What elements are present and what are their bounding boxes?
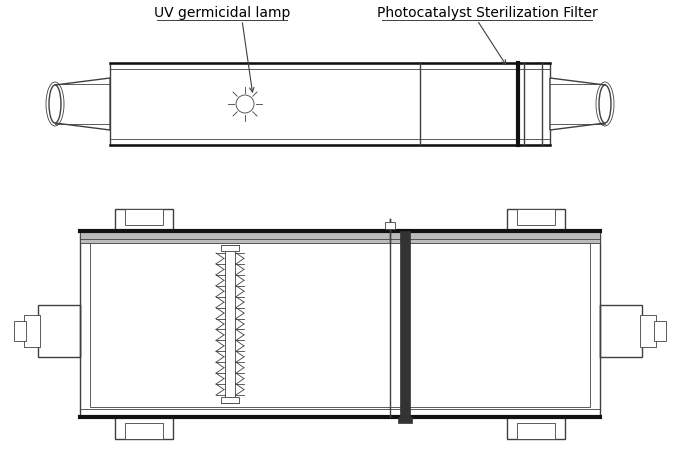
Ellipse shape: [49, 85, 61, 123]
Bar: [24, 315, 40, 347]
Bar: [115, 417, 173, 439]
Bar: [221, 245, 239, 251]
Circle shape: [236, 95, 254, 113]
Bar: [517, 209, 555, 225]
Bar: [385, 222, 395, 229]
Bar: [14, 321, 26, 341]
Bar: [80, 231, 600, 243]
Bar: [507, 417, 565, 439]
Polygon shape: [550, 78, 605, 130]
Bar: [38, 305, 80, 357]
Bar: [398, 417, 412, 423]
Bar: [80, 231, 600, 417]
Text: UV germicidal lamp: UV germicidal lamp: [154, 6, 290, 20]
Bar: [90, 241, 590, 407]
Bar: [507, 209, 565, 231]
Bar: [125, 209, 163, 225]
Bar: [654, 321, 666, 341]
Bar: [517, 423, 555, 439]
Text: Photocatalyst Sterilization Filter: Photocatalyst Sterilization Filter: [377, 6, 597, 20]
Bar: [221, 397, 239, 403]
Ellipse shape: [599, 85, 611, 123]
Polygon shape: [55, 78, 110, 130]
Bar: [110, 63, 550, 145]
Bar: [600, 305, 642, 357]
Bar: [125, 423, 163, 439]
Bar: [640, 315, 656, 347]
Bar: [115, 209, 173, 231]
Bar: [400, 231, 410, 417]
